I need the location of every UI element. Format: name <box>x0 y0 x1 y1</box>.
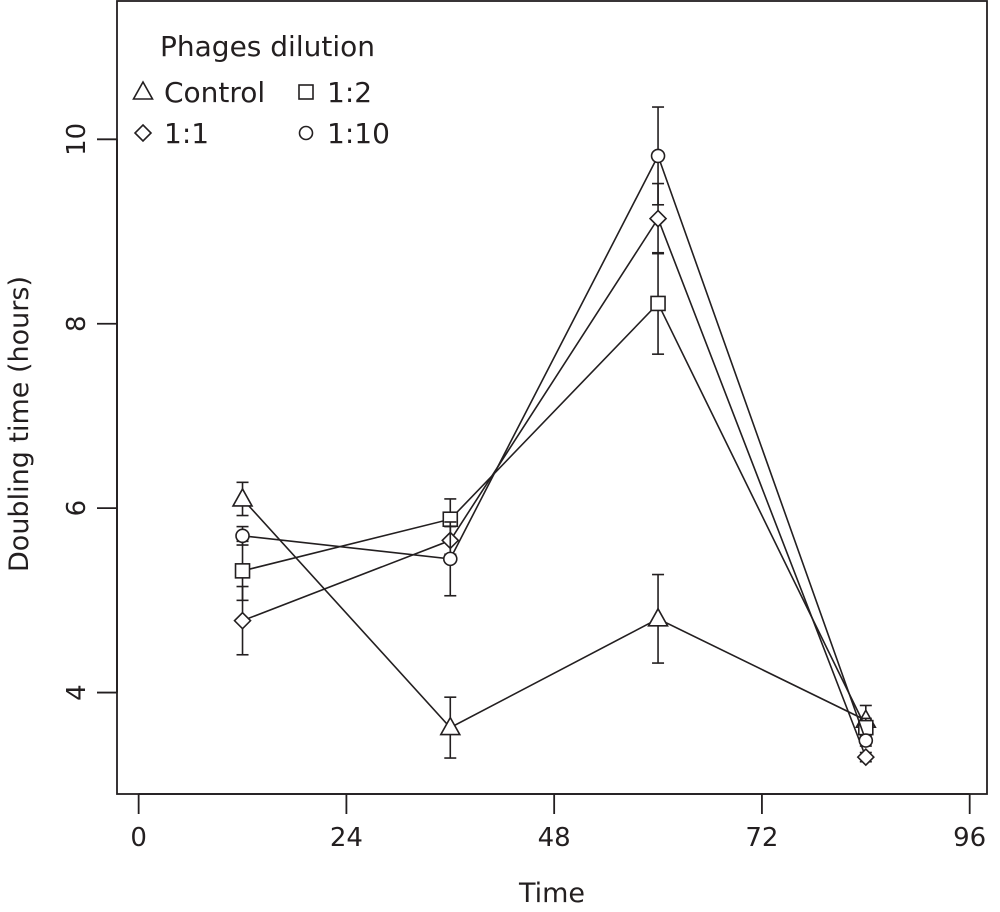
data-point <box>233 611 252 630</box>
legend: Phages dilution Control 1:2 1:1 1:10 <box>132 30 390 150</box>
data-point <box>234 563 251 579</box>
x-tick-label: 48 <box>538 823 571 853</box>
series-1-10 <box>235 106 874 748</box>
legend-item-1-2: 1:2 <box>298 76 372 109</box>
y-tick-label: 6 <box>62 500 92 517</box>
series-line <box>241 498 867 729</box>
legend-marker <box>133 123 153 143</box>
data-point <box>648 209 668 228</box>
data-point <box>442 551 458 567</box>
y-tick-label: 4 <box>62 684 92 701</box>
legend-label: 1:2 <box>327 76 372 109</box>
legend-item-1-10: 1:10 <box>298 117 390 150</box>
series-line <box>242 216 867 758</box>
x-tick-label: 72 <box>745 823 778 853</box>
legend-label: 1:10 <box>327 117 390 150</box>
data-point <box>858 733 874 748</box>
legend-label: 1:1 <box>164 117 209 150</box>
legend-item-1-1: 1:1 <box>133 117 209 150</box>
y-tick-label: 10 <box>62 123 92 156</box>
data-point <box>647 607 669 627</box>
legend-item-control: Control <box>132 76 265 109</box>
data-point <box>650 148 666 164</box>
series-1-1 <box>233 182 875 767</box>
x-axis: 0 24 48 72 96 <box>130 793 986 853</box>
data-point <box>439 715 462 736</box>
y-axis: 4 6 8 10 <box>62 123 118 701</box>
series-line <box>242 153 867 741</box>
data-point <box>235 528 250 544</box>
series-layer <box>231 106 877 767</box>
legend-title: Phages dilution <box>160 30 375 63</box>
series-control <box>231 481 877 759</box>
legend-marker <box>298 84 314 100</box>
legend-label: Control <box>164 76 265 109</box>
y-tick-label: 8 <box>62 315 92 332</box>
x-tick-label: 96 <box>953 823 986 853</box>
data-point <box>650 295 666 312</box>
x-axis-title: Time <box>518 878 585 909</box>
x-tick-label: 0 <box>130 823 147 853</box>
x-tick-label: 24 <box>330 823 363 853</box>
series-line <box>242 302 867 728</box>
data-point <box>231 487 254 507</box>
legend-marker <box>298 125 314 141</box>
legend-marker <box>132 80 154 100</box>
y-axis-title: Doubling time (hours) <box>4 276 35 572</box>
series-1-2 <box>234 251 874 738</box>
data-point <box>856 747 875 767</box>
